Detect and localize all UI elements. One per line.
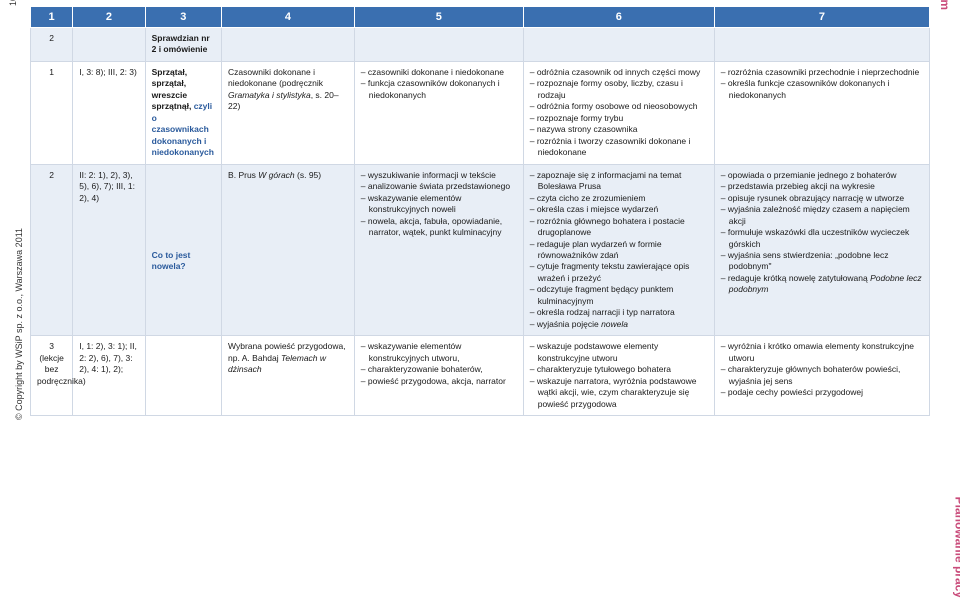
table-row: 1 I, 3: 8); III, 2: 3) Sprzątał, sprząta… xyxy=(31,61,930,164)
cell xyxy=(222,28,355,62)
cell-lessons: 1 xyxy=(31,61,73,164)
header-2: 2 xyxy=(73,7,145,28)
cell xyxy=(73,28,145,62)
cell-basic: wskazuje podstawowe elementy konstrukcyj… xyxy=(523,336,714,416)
cell xyxy=(714,28,929,62)
header-1: 1 xyxy=(31,7,73,28)
cell-concepts: wskazywanie elementów konstrukcyjnych ut… xyxy=(354,336,523,416)
header-3: 3 xyxy=(145,7,221,28)
header-6: 6 xyxy=(523,7,714,28)
table-row: 2 II: 2: 1), 2), 3), 5), 6), 7); III, 1:… xyxy=(31,164,930,336)
cell-basic: zapoznaje się z informacjami na temat Bo… xyxy=(523,164,714,336)
header-4: 4 xyxy=(222,7,355,28)
cell-topic: Co to jest nowela? xyxy=(145,164,221,336)
cell-concepts: wyszukiwanie informacji w tekście analiz… xyxy=(354,164,523,336)
cell-extended: rozróżnia czasowniki przechodnie i niepr… xyxy=(714,61,929,164)
cell-extended: opowiada o przemianie jednego z bohateró… xyxy=(714,164,929,336)
header-row: 1 2 3 4 5 6 7 xyxy=(31,7,930,28)
cell-material: B. Prus W górach (s. 95) xyxy=(222,164,355,336)
cell-refs: I, 3: 8); III, 2: 3) xyxy=(73,61,145,164)
cell-lessons: 3 (lekcje bez podręcznika) xyxy=(31,336,73,416)
table-row: 2 Sprawdzian nr 2 i omówienie xyxy=(31,28,930,62)
page-number: 10 xyxy=(8,0,18,6)
header-5: 5 xyxy=(354,7,523,28)
side-title-bottom: Planowanie pracy xyxy=(952,497,960,598)
cell-concepts: czasowniki dokonane i niedokonane funkcj… xyxy=(354,61,523,164)
cell-refs: II: 2: 1), 2), 3), 5), 6), 7); III, 1: 2… xyxy=(73,164,145,336)
cell-topic xyxy=(145,336,221,416)
cell-extended: wyróżnia i krótko omawia elementy konstr… xyxy=(714,336,929,416)
curriculum-table: 1 2 3 4 5 6 7 2 Sprawdzian nr 2 i omówie… xyxy=(30,6,930,416)
cell xyxy=(354,28,523,62)
cell-material: Czasowniki dokonane i niedokonane (podrę… xyxy=(222,61,355,164)
header-7: 7 xyxy=(714,7,929,28)
cell-lessons: 2 xyxy=(31,164,73,336)
side-title-top: Rozkład materiału z planem wynikowym xyxy=(938,0,952,10)
table-row: 3 (lekcje bez podręcznika) I, 1: 2), 3: … xyxy=(31,336,930,416)
cell-topic: Sprawdzian nr 2 i omówienie xyxy=(145,28,221,62)
cell-basic: odróżnia czasownik od innych części mowy… xyxy=(523,61,714,164)
cell-topic: Sprzątał, sprzątał, wreszcie sprzątnął, … xyxy=(145,61,221,164)
cell-material: Wybrana powieść przygodowa, np. A. Bahda… xyxy=(222,336,355,416)
cell xyxy=(523,28,714,62)
cell-lessons: 2 xyxy=(31,28,73,62)
copyright-text: © Copyright by WSiP sp. z o.o., Warszawa… xyxy=(14,228,24,420)
